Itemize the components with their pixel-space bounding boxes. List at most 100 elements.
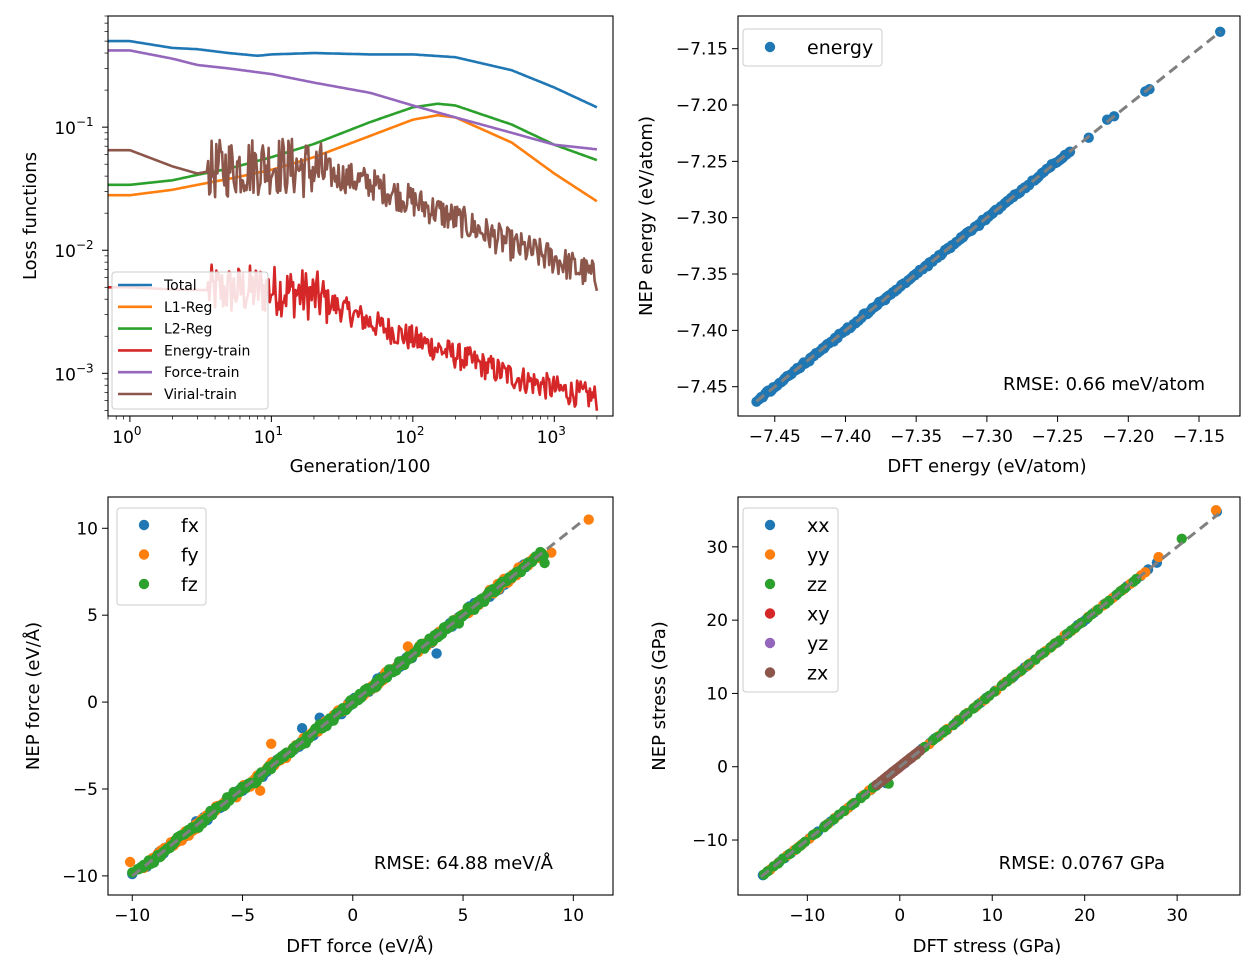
loss-lines: [108, 39, 599, 411]
force-point-fy: [266, 738, 277, 749]
loss-x-tick-label: 102: [395, 424, 424, 448]
loss-x-tick-label: 103: [537, 424, 566, 448]
force-legend-marker: [138, 578, 150, 590]
stress-rmse-annotation: RMSE: 0.0767 GPa: [999, 853, 1165, 874]
stress-legend-label: xx: [807, 515, 830, 537]
loss-x-tick-label: 100: [112, 424, 141, 448]
force-y-tick-label: 0: [87, 693, 98, 713]
force-legend-marker: [138, 519, 150, 531]
stress-y-tick-label: −10: [692, 831, 728, 851]
loss-axes-ticks: 100 101 102 103 10−1 10−2 10−3: [54, 15, 598, 448]
force-point-fz: [539, 557, 550, 569]
stress-legend-label: zx: [807, 663, 828, 685]
stress-legend-marker: [764, 637, 776, 649]
energy-x-tick-label: −7.20: [1102, 427, 1154, 447]
energy-x-tick-label: −7.30: [961, 427, 1013, 447]
loss-legend-label: Force-train: [164, 365, 240, 381]
stress-scatter-points: [757, 505, 1223, 881]
loss-series-l2-reg: [108, 102, 598, 187]
stress-legend-label: yz: [807, 633, 828, 655]
stress-legend-marker: [764, 549, 776, 560]
loss-legend: Total L1-Reg L2-Reg Energy-train Force-train…: [111, 271, 269, 410]
stress-plot-frame: [737, 496, 1241, 896]
force-legend-label: fz: [181, 574, 198, 596]
stress-point-yy: [1210, 505, 1222, 516]
loss-legend-label: L2-Reg: [164, 322, 212, 338]
stress-y-tick-label: 0: [717, 758, 728, 778]
stress-x-tick-label: 10: [981, 906, 1003, 926]
stress-panel: −10 −10 0 0 10 10 20 20 30 30 DFT stress (GPa) NE…: [649, 496, 1241, 957]
force-y-tick-label: −10: [62, 867, 98, 887]
force-y-tick-label: 5: [87, 606, 98, 626]
energy-y-tick-label: −7.15: [676, 40, 728, 60]
force-point-fy: [255, 785, 266, 796]
stress-identity-line: [760, 512, 1220, 878]
loss-y-tick-label: 10−3: [54, 361, 93, 385]
energy-y-tick-label: −7.40: [676, 321, 728, 341]
loss-y-tick-label: 10−1: [54, 115, 93, 139]
stress-y-axis-label: NEP stress (GPa): [649, 621, 670, 770]
loss-series-virial-train: [108, 137, 599, 292]
energy-scatter-points: [751, 26, 1226, 407]
force-scatter-points: [124, 514, 594, 880]
loss-legend-label: Virial-train: [164, 387, 237, 403]
stress-legend-marker: [764, 608, 776, 619]
energy-panel: −7.45 −7.45 −7.40 −7.40 −7.35 −7.35 −7.30 −7.30…: [636, 15, 1241, 477]
loss-series-force-train: [108, 49, 598, 151]
force-point-fy: [402, 641, 414, 652]
force-legend-box: [116, 507, 207, 606]
energy-x-tick-label: −7.25: [1032, 427, 1084, 447]
loss-y-tick-label: 10−2: [54, 238, 93, 262]
stress-point-yy: [1153, 551, 1164, 563]
force-point-fy: [583, 514, 594, 525]
force-plot-frame: [107, 496, 614, 896]
loss-series-l1-reg: [108, 114, 598, 203]
force-point-fx: [431, 648, 442, 659]
stress-y-tick-label: 10: [706, 684, 728, 704]
energy-x-tick-label: −7.40: [819, 427, 871, 447]
energy-rmse-annotation: RMSE: 0.66 meV/atom: [1003, 374, 1205, 395]
energy-legend-marker: [764, 41, 776, 53]
stress-legend-marker: [764, 578, 776, 590]
stress-x-tick-label: −10: [789, 906, 825, 926]
force-panel: −10 −10 −5 −5 0 0 5 5 10 10 DFT force (eV/Å) NEP …: [22, 496, 614, 957]
force-point-fy: [124, 856, 136, 868]
energy-x-tick-label: −7.15: [1173, 427, 1225, 447]
force-x-tick-label: 10: [562, 906, 584, 926]
loss-series-total: [108, 39, 598, 109]
energy-legend-label: energy: [807, 37, 873, 59]
energy-x-axis-label: DFT energy (eV/atom): [887, 456, 1086, 477]
energy-y-tick-label: −7.35: [676, 265, 728, 285]
stress-legend-marker: [764, 667, 776, 678]
force-legend-label: fy: [181, 545, 199, 567]
loss-legend-label: L1-Reg: [164, 300, 212, 316]
energy-axes-ticks: −7.45 −7.45 −7.40 −7.40 −7.35 −7.35 −7.30 −7.30…: [676, 40, 1225, 447]
energy-y-tick-label: −7.45: [676, 378, 728, 398]
energy-x-tick-label: −7.45: [749, 427, 801, 447]
stress-y-tick-label: 30: [706, 538, 728, 558]
force-rmse-annotation: RMSE: 64.88 meV/Å: [374, 852, 554, 874]
force-y-axis-label: NEP force (eV/Å): [22, 622, 44, 770]
energy-legend-box: [742, 28, 883, 67]
loss-legend-label: Total: [163, 278, 197, 294]
force-legend: fx fy fz: [116, 507, 207, 606]
energy-y-tick-label: −7.20: [676, 96, 728, 116]
energy-legend: energy: [742, 28, 883, 67]
loss-legend-label: Energy-train: [164, 343, 250, 359]
force-x-tick-label: 5: [458, 906, 469, 926]
stress-legend-marker: [764, 519, 776, 531]
stress-legend-label: xy: [807, 604, 830, 626]
stress-axes-ticks: −10 −10 0 0 10 10 20 20 30 30: [692, 538, 1188, 926]
energy-plot-frame: [737, 15, 1241, 417]
stress-point-zz: [1176, 533, 1188, 544]
stress-x-tick-label: 0: [894, 906, 905, 926]
force-axes-ticks: −10 −10 −5 −5 0 0 5 5 10 10: [62, 519, 584, 926]
loss-y-axis-label: Loss functions: [20, 152, 41, 280]
energy-x-tick-label: −7.35: [890, 427, 942, 447]
force-x-tick-label: 0: [347, 906, 358, 926]
loss-plot-frame: [107, 15, 614, 417]
stress-x-axis-label: DFT stress (GPa): [913, 936, 1062, 957]
force-legend-marker: [138, 549, 150, 560]
